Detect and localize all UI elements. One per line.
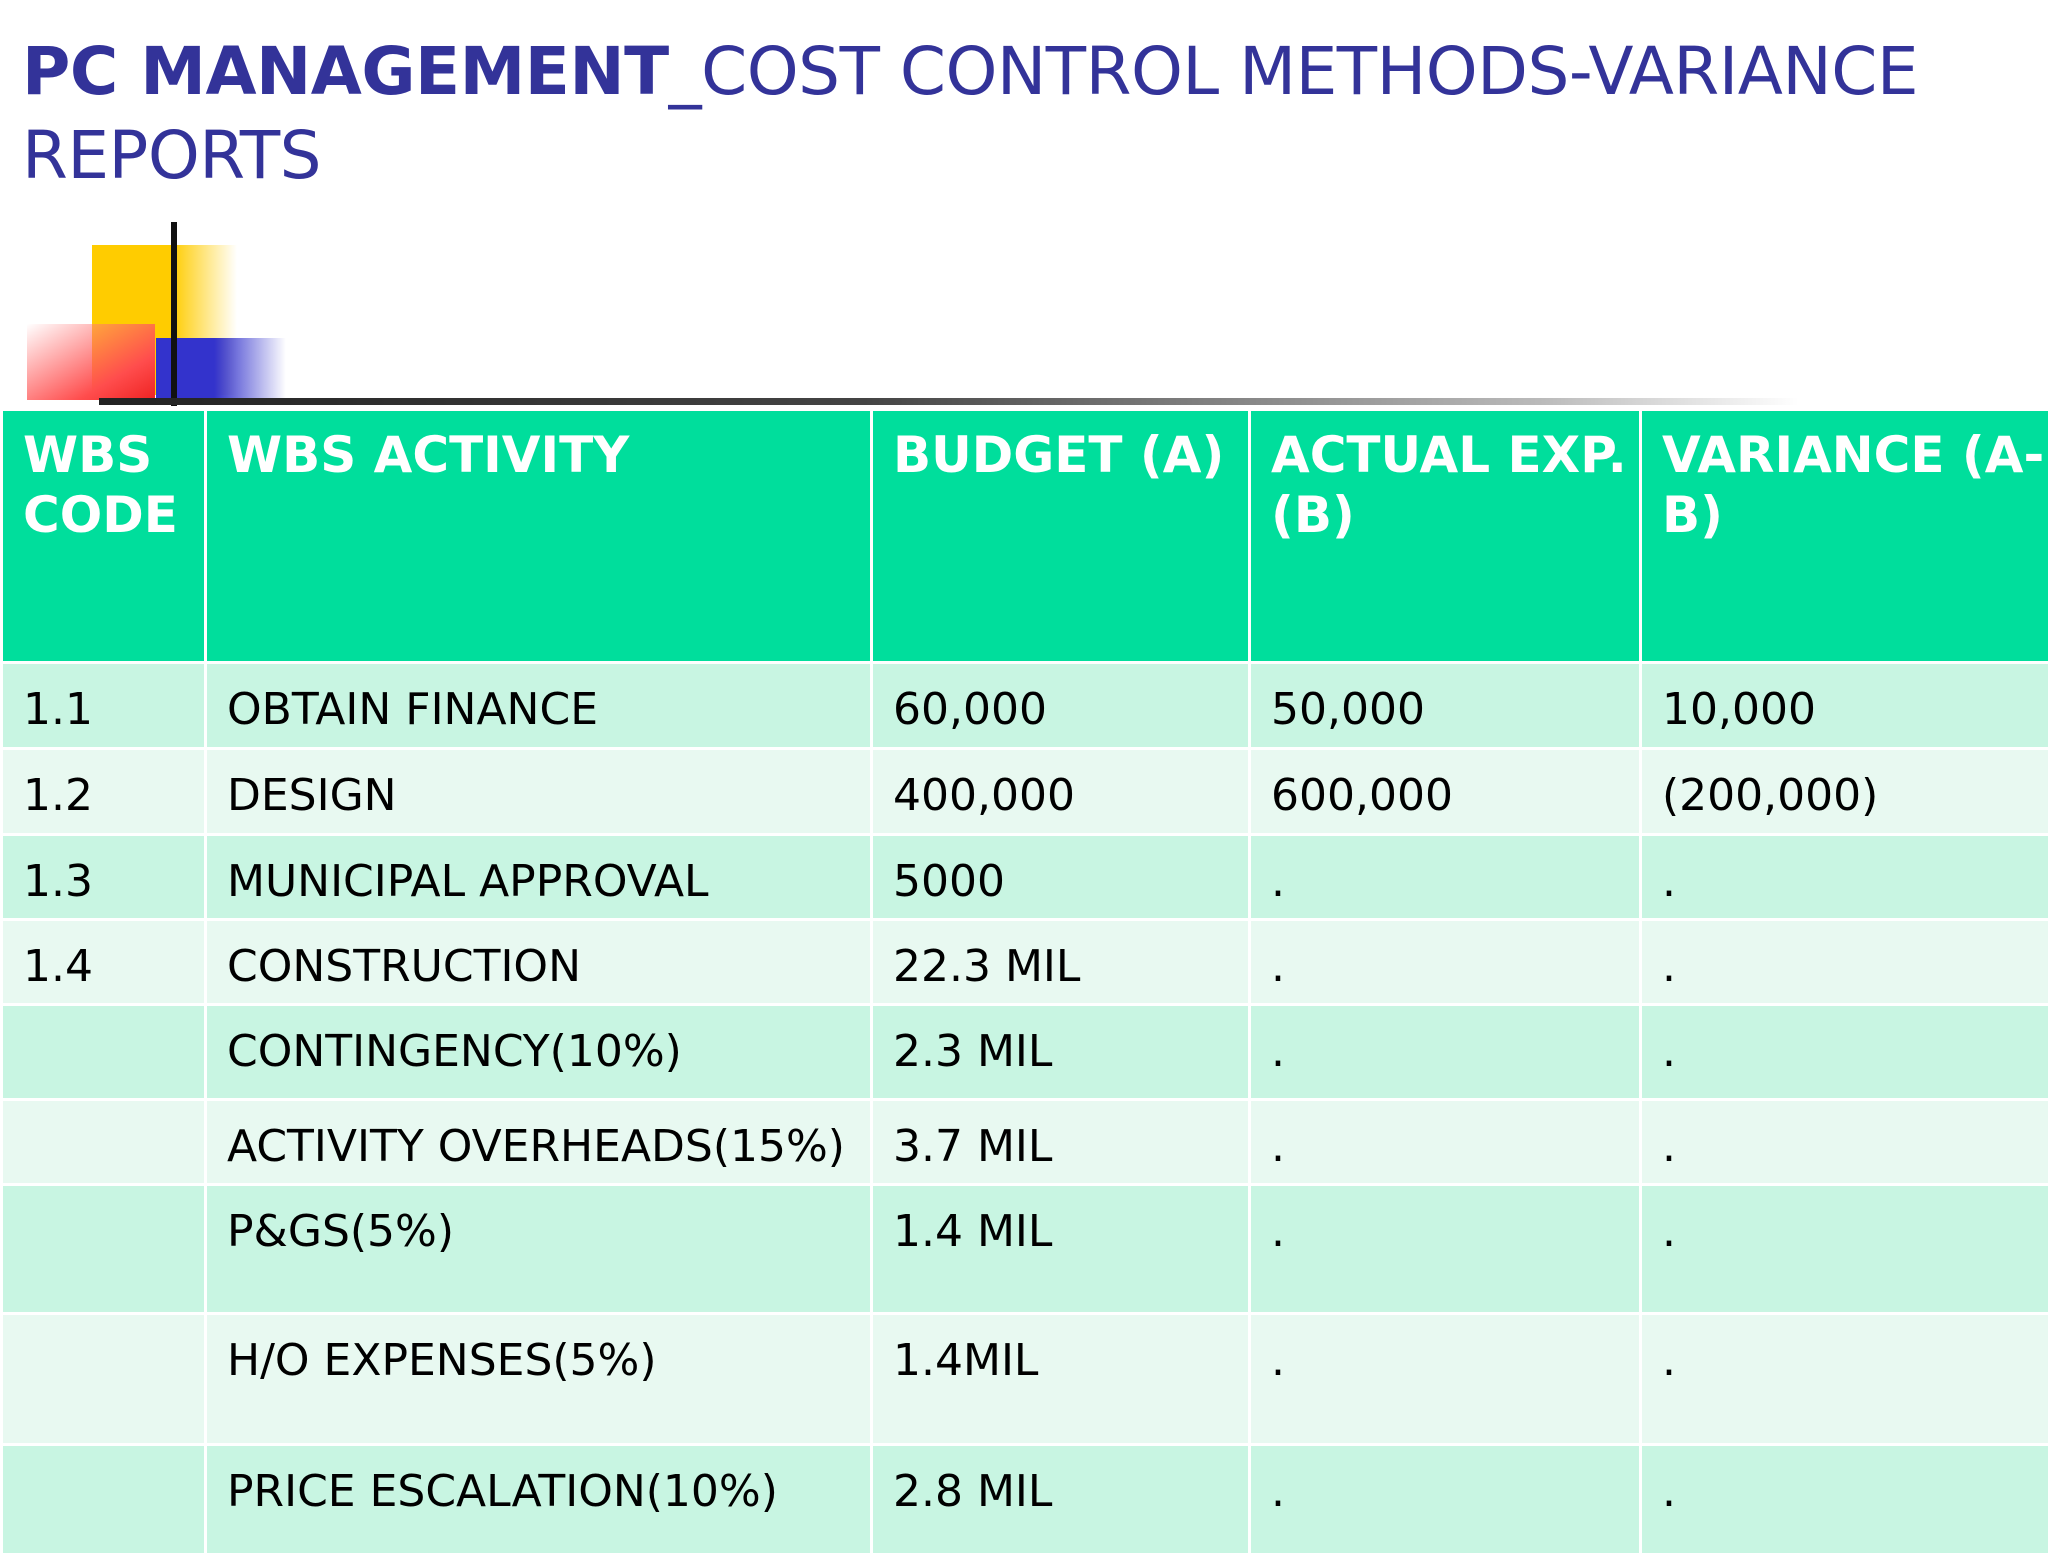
variance-cell: . bbox=[1641, 1314, 2048, 1445]
variance-cell: . bbox=[1641, 835, 2048, 920]
wbs-activity-cell: DESIGN bbox=[206, 749, 872, 835]
actual-cell: 600,000 bbox=[1250, 749, 1641, 835]
table-row: PRICE ESCALATION(10%) 2.8 MIL . . bbox=[2, 1445, 2048, 1555]
budget-cell: 5000 bbox=[872, 835, 1250, 920]
wbs-code-cell bbox=[2, 1005, 206, 1100]
wbs-activity-cell: H/O EXPENSES(5%) bbox=[206, 1314, 872, 1445]
variance-cell-negative: (200,000) bbox=[1641, 749, 2048, 835]
wbs-activity-cell: MUNICIPAL APPROVAL bbox=[206, 835, 872, 920]
wbs-code-cell: 1.4 bbox=[2, 920, 206, 1005]
table-row: 1.1 OBTAIN FINANCE 60,000 50,000 10,000 bbox=[2, 663, 2048, 749]
variance-cell: . bbox=[1641, 1445, 2048, 1555]
wbs-activity-cell: ACTIVITY OVERHEADS(15%) bbox=[206, 1100, 872, 1185]
budget-cell: 22.3 MIL bbox=[872, 920, 1250, 1005]
budget-cell: 2.8 MIL bbox=[872, 1445, 1250, 1555]
actual-cell: . bbox=[1250, 835, 1641, 920]
budget-cell: 1.4MIL bbox=[872, 1314, 1250, 1445]
budget-cell: 3.7 MIL bbox=[872, 1100, 1250, 1185]
table-row: 1.4 CONSTRUCTION 22.3 MIL . . bbox=[2, 920, 2048, 1005]
budget-cell: 400,000 bbox=[872, 749, 1250, 835]
vertical-divider bbox=[171, 222, 177, 406]
actual-cell: . bbox=[1250, 1445, 1641, 1555]
actual-cell: . bbox=[1250, 1100, 1641, 1185]
actual-cell: . bbox=[1250, 1314, 1641, 1445]
budget-cell: 60,000 bbox=[872, 663, 1250, 749]
actual-cell: 50,000 bbox=[1250, 663, 1641, 749]
yellow-square-icon bbox=[92, 245, 237, 395]
wbs-activity-cell: PRICE ESCALATION(10%) bbox=[206, 1445, 872, 1555]
variance-cell: . bbox=[1641, 1185, 2048, 1314]
header-variance: VARIANCE (A-B) bbox=[1641, 410, 2048, 663]
wbs-code-cell bbox=[2, 1314, 206, 1445]
table-row: 1.3 MUNICIPAL APPROVAL 5000 . . bbox=[2, 835, 2048, 920]
table-header-row: WBS CODE WBS ACTIVITY BUDGET (A) ACTUAL … bbox=[2, 410, 2048, 663]
variance-cell: . bbox=[1641, 920, 2048, 1005]
variance-cell: . bbox=[1641, 1005, 2048, 1100]
budget-cell: 1.4 MIL bbox=[872, 1185, 1250, 1314]
wbs-activity-cell: CONTINGENCY(10%) bbox=[206, 1005, 872, 1100]
wbs-code-cell: 1.3 bbox=[2, 835, 206, 920]
horizontal-divider bbox=[99, 398, 1799, 405]
header-wbs-activity: WBS ACTIVITY bbox=[206, 410, 872, 663]
wbs-code-cell: 1.2 bbox=[2, 749, 206, 835]
header-wbs-code: WBS CODE bbox=[2, 410, 206, 663]
variance-report-table: WBS CODE WBS ACTIVITY BUDGET (A) ACTUAL … bbox=[0, 408, 2048, 1556]
table-row: ACTIVITY OVERHEADS(15%) 3.7 MIL . . bbox=[2, 1100, 2048, 1185]
budget-cell: 2.3 MIL bbox=[872, 1005, 1250, 1100]
wbs-code-cell bbox=[2, 1445, 206, 1555]
table-row: P&GS(5%) 1.4 MIL . . bbox=[2, 1185, 2048, 1314]
actual-cell: . bbox=[1250, 920, 1641, 1005]
wbs-code-cell bbox=[2, 1185, 206, 1314]
table-row: H/O EXPENSES(5%) 1.4MIL . . bbox=[2, 1314, 2048, 1445]
wbs-activity-cell: CONSTRUCTION bbox=[206, 920, 872, 1005]
page-title: PC MANAGEMENT_COST CONTROL METHODS-VARIA… bbox=[22, 30, 2012, 198]
wbs-code-cell bbox=[2, 1100, 206, 1185]
wbs-activity-cell: P&GS(5%) bbox=[206, 1185, 872, 1314]
page-title-bold: PC MANAGEMENT bbox=[22, 33, 669, 110]
wbs-activity-cell: OBTAIN FINANCE bbox=[206, 663, 872, 749]
header-budget: BUDGET (A) bbox=[872, 410, 1250, 663]
actual-cell: . bbox=[1250, 1185, 1641, 1314]
table-row: 1.2 DESIGN 400,000 600,000 (200,000) bbox=[2, 749, 2048, 835]
variance-cell: 10,000 bbox=[1641, 663, 2048, 749]
header-actual-exp: ACTUAL EXP.(B) bbox=[1250, 410, 1641, 663]
table-row: CONTINGENCY(10%) 2.3 MIL . . bbox=[2, 1005, 2048, 1100]
blue-square-icon bbox=[156, 338, 286, 400]
red-square-icon bbox=[27, 324, 155, 400]
wbs-code-cell: 1.1 bbox=[2, 663, 206, 749]
variance-cell: . bbox=[1641, 1100, 2048, 1185]
actual-cell: . bbox=[1250, 1005, 1641, 1100]
